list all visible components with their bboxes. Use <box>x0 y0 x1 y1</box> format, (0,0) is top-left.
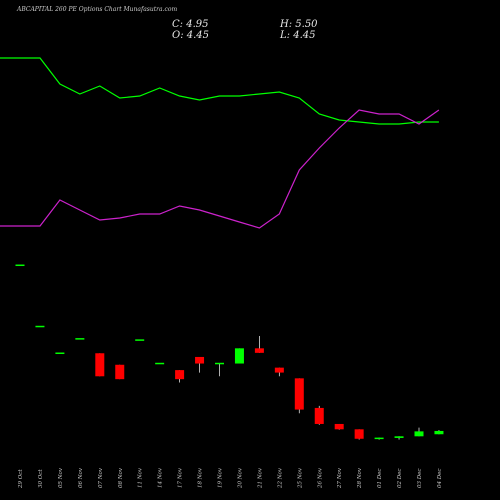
candle-body <box>155 362 165 365</box>
candle-body <box>294 378 304 410</box>
candle-body <box>254 348 264 353</box>
candle-body <box>394 436 404 438</box>
candle-body <box>354 429 364 439</box>
x-tick-label: 02 Dec <box>397 469 403 489</box>
overlay-line-1 <box>0 57 439 125</box>
candle-body <box>215 362 224 365</box>
candle-body <box>75 338 85 340</box>
close-value: 4.95 <box>186 19 209 30</box>
low-value: 4.45 <box>293 30 316 41</box>
candle-body <box>234 348 244 364</box>
candle-body <box>55 352 65 355</box>
candle-body <box>115 364 125 380</box>
x-tick-label: 18 Nov <box>198 467 204 488</box>
candle-body <box>175 370 185 380</box>
x-tick-label: 21 Nov <box>257 467 263 489</box>
candle-body <box>95 353 105 377</box>
candle-body <box>434 430 444 435</box>
chart-title: ABCAPITAL 260 PE Options Chart Munafasut… <box>17 6 178 13</box>
x-tick-label: 17 Nov <box>178 467 184 488</box>
x-tick-label: 14 Nov <box>158 467 164 488</box>
low-label: L: <box>280 30 291 41</box>
candle-body <box>195 356 205 364</box>
x-tick-label: 22 Nov <box>277 467 283 489</box>
x-tick-label: 08 Nov <box>118 467 124 488</box>
candle-body <box>135 339 145 341</box>
x-tick-label: 05 Nov <box>58 467 64 488</box>
candle-body <box>274 367 284 373</box>
candle-body <box>334 423 344 430</box>
low-readout: L: 4.45 <box>280 30 315 41</box>
x-tick-label: 29 Oct <box>18 469 24 489</box>
x-tick-label: 26 Nov <box>317 467 323 489</box>
close-label: C: <box>172 19 184 30</box>
x-tick-label: 07 Nov <box>98 467 104 488</box>
x-tick-label: 19 Nov <box>218 467 224 488</box>
candle-body <box>414 431 424 437</box>
open-readout: O: 4.45 <box>172 30 209 41</box>
overlay-line-2 <box>0 109 440 229</box>
x-tick-label: 25 Nov <box>297 467 303 489</box>
open-label: O: <box>172 30 184 41</box>
candle-body <box>374 437 384 440</box>
x-tick-label: 20 Nov <box>237 467 243 489</box>
open-value: 4.45 <box>186 30 210 41</box>
x-tick-label: 06 Nov <box>78 467 84 488</box>
x-tick-label: 11 Nov <box>138 467 144 488</box>
candle-body <box>35 325 45 328</box>
x-tick-label: 01 Dec <box>377 469 383 489</box>
x-tick-label: 03 Dec <box>417 469 423 489</box>
candle-body <box>314 407 324 424</box>
x-tick-label: 27 Nov <box>337 467 343 489</box>
high-value: 5.50 <box>295 19 318 30</box>
close-readout: C: 4.95 <box>172 19 208 30</box>
high-label: H: <box>280 19 293 30</box>
x-tick-label: 04 Dec <box>437 469 443 489</box>
x-tick-label: 30 Oct <box>38 469 44 488</box>
high-readout: H: 5.50 <box>280 19 318 30</box>
candle-body <box>15 264 25 267</box>
x-tick-label: 28 Nov <box>357 467 363 489</box>
